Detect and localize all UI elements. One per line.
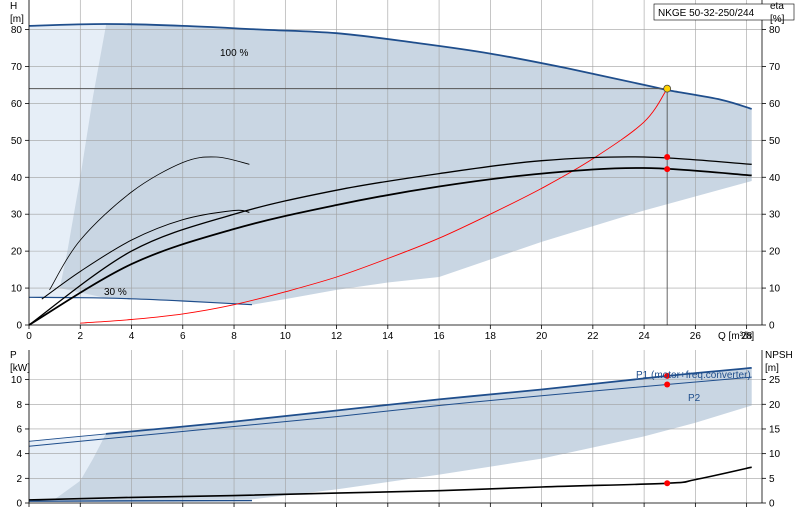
efficiency-70-curve xyxy=(49,156,250,291)
x-tick-label: 26 xyxy=(690,331,702,342)
y-tick-label-right: 10 xyxy=(769,449,781,460)
p1-series-label: P1 (motor+freq.converter) xyxy=(636,370,751,381)
y-tick-label-right: 30 xyxy=(769,210,781,221)
y-tick-label: 30 xyxy=(11,210,23,221)
x-tick-label: 24 xyxy=(639,331,651,342)
y-tick-label: 60 xyxy=(11,99,23,110)
bottom-ylabel-left: P [kW] xyxy=(10,350,30,374)
p1-lowflow-curve xyxy=(28,433,106,442)
x-tick-label: 14 xyxy=(382,331,394,342)
y-tick-label: 4 xyxy=(16,449,22,460)
x-tick-label: 16 xyxy=(434,331,446,342)
chart-title: NKGE 50-32-250/244 xyxy=(658,8,755,19)
efficiency-50-curve xyxy=(41,209,250,300)
x-tick-label: 12 xyxy=(331,331,343,342)
efficiency-point-marker xyxy=(664,166,671,173)
p2-curve xyxy=(28,376,752,447)
top-ylabel-left: H [m] xyxy=(10,1,24,25)
y-tick-label-right: 70 xyxy=(769,62,781,73)
efficiency-lower-curve xyxy=(28,167,752,326)
power-operating-region xyxy=(54,367,752,501)
power-point-marker xyxy=(664,480,671,487)
y-tick-label-right: 50 xyxy=(769,136,781,147)
system-curve-curve xyxy=(80,88,668,324)
efficiency-point-marker xyxy=(664,153,671,160)
y-tick-label: 0 xyxy=(16,321,22,332)
y-tick-label: 50 xyxy=(11,136,23,147)
p2-series-label: P2 xyxy=(688,393,701,404)
y-tick-label-right: 10 xyxy=(769,284,781,295)
y-tick-label: 10 xyxy=(11,284,23,295)
top-ylabel-right: eta [%] xyxy=(770,1,785,25)
y-tick-label: 10 xyxy=(11,375,23,386)
x-tick-label: 0 xyxy=(26,331,32,342)
y-tick-label-right: 25 xyxy=(769,375,781,386)
y-tick-label-right: 20 xyxy=(769,247,781,258)
x-tick-label: 28 xyxy=(741,331,753,342)
y-tick-label: 20 xyxy=(11,247,23,258)
y-tick-label: 6 xyxy=(16,424,22,435)
y-tick-label-right: 15 xyxy=(769,424,781,435)
y-tick-label-right: 0 xyxy=(769,321,775,332)
x-tick-label: 8 xyxy=(231,331,237,342)
operating-region xyxy=(59,24,752,305)
y-tick-label-right: 80 xyxy=(769,25,781,36)
y-tick-label: 80 xyxy=(11,25,23,36)
x-tick-label: 6 xyxy=(180,331,186,342)
y-tick-label-right: 20 xyxy=(769,400,781,411)
power-point-marker xyxy=(664,372,671,379)
min-speed-power-curve xyxy=(28,499,252,502)
y-tick-label-right: 0 xyxy=(769,499,775,510)
y-tick-label-right: 40 xyxy=(769,173,781,184)
y-tick-label-right: 60 xyxy=(769,99,781,110)
npsh-curve xyxy=(28,466,752,501)
x-tick-label: 4 xyxy=(129,331,135,342)
x-tick-label: 10 xyxy=(280,331,292,342)
y-tick-label: 8 xyxy=(16,400,22,411)
y-tick-label: 2 xyxy=(16,474,22,485)
power-point-marker xyxy=(664,381,671,388)
y-tick-label: 40 xyxy=(11,173,23,184)
y-tick-label: 70 xyxy=(11,62,23,73)
max-speed-label: 100 % xyxy=(220,48,248,59)
duty-point-marker xyxy=(663,84,672,93)
x-tick-label: 20 xyxy=(536,331,548,342)
y-tick-label-right: 5 xyxy=(769,474,775,485)
y-tick-label: 0 xyxy=(16,499,22,510)
x-tick-label: 22 xyxy=(587,331,599,342)
chart-title-box xyxy=(653,3,795,21)
bottom-ylabel-right: NPSH [m] xyxy=(765,350,793,374)
efficiency-upper-curve xyxy=(28,156,752,326)
min-speed-label: 30 % xyxy=(104,287,127,298)
x-tick-label: 18 xyxy=(485,331,497,342)
top-xlabel: Q [m³/h] xyxy=(718,331,754,342)
x-tick-label: 2 xyxy=(77,331,83,342)
